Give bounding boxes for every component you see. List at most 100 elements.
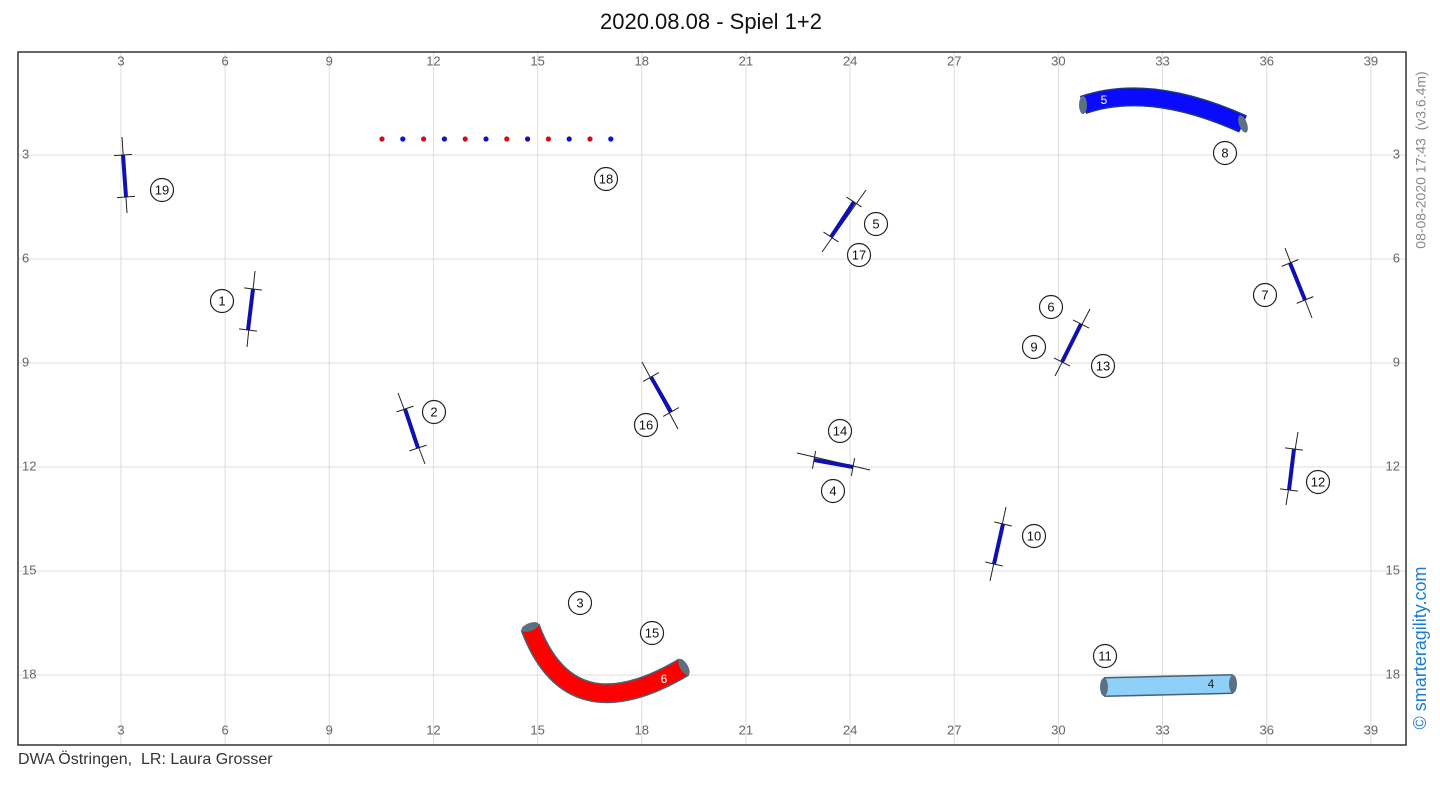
number-circle (567, 590, 593, 616)
number-circle (820, 478, 846, 504)
field-border (17, 51, 1407, 746)
weave-pole (483, 136, 489, 142)
jump-stand (396, 405, 414, 413)
number-circle (593, 166, 619, 192)
weave-pole (525, 136, 531, 142)
x-tick-label: 18 (635, 722, 649, 737)
number-circle (863, 211, 889, 237)
jump (1280, 431, 1303, 506)
jump-stand (239, 328, 257, 332)
jump-bar (1060, 323, 1083, 363)
x-tick-label: 21 (739, 722, 753, 737)
y-tick-label: 9 (22, 354, 29, 369)
jump (821, 189, 867, 253)
number-circle (1305, 469, 1331, 495)
jump-stand (1280, 488, 1298, 492)
x-tick-label: 24 (843, 722, 857, 737)
jump-bar (829, 200, 856, 239)
y-tick-label: 12 (22, 458, 36, 473)
jump-stand (244, 287, 262, 291)
number-circle (209, 288, 235, 314)
sequence-number: 13 (1090, 353, 1116, 379)
sequence-number: 5 (863, 211, 889, 237)
weave-pole (504, 136, 510, 142)
number-label: 2 (430, 404, 437, 419)
jump-stand (409, 444, 427, 452)
tunnel-end (521, 622, 539, 632)
y-tick-label: 6 (1393, 250, 1400, 265)
tunnel-end (1229, 675, 1237, 693)
tunnel-label: 4 (1208, 677, 1215, 691)
y-tick-label: 9 (1393, 354, 1400, 369)
jump (985, 506, 1012, 582)
number-label: 17 (852, 247, 866, 262)
weave-pole (441, 136, 447, 142)
sequence-number: 19 (149, 177, 175, 203)
y-tick-label: 18 (22, 666, 36, 681)
jump-stand (985, 561, 1003, 567)
jump-wing-line (821, 189, 867, 253)
weave-pole (587, 136, 593, 142)
x-tick-label: 18 (635, 53, 649, 68)
x-tick-label: 33 (1155, 722, 1169, 737)
tunnel-body (522, 623, 689, 702)
number-circle (639, 620, 665, 646)
jump-stand (113, 153, 133, 157)
x-tick-label: 21 (739, 53, 753, 68)
jump (1053, 308, 1091, 377)
y-tick-label: 3 (22, 146, 29, 161)
number-label: 16 (639, 417, 653, 432)
copyright: © smarteragility.com (1410, 567, 1430, 730)
number-circle (846, 242, 872, 268)
x-tick-label: 9 (326, 53, 333, 68)
number-label: 9 (1030, 339, 1037, 354)
tunnel-body (1103, 675, 1234, 696)
jump-stand (662, 407, 680, 417)
jump-bar (403, 408, 420, 449)
weave-pole (608, 136, 614, 142)
sequence-number: 8 (1212, 140, 1238, 166)
number-circle (421, 399, 447, 425)
x-tick-label: 9 (326, 722, 333, 737)
x-tick-label: 12 (426, 722, 440, 737)
number-label: 10 (1027, 528, 1041, 543)
weave-pole (421, 136, 427, 142)
weave-pole (379, 136, 385, 142)
jump-stand (116, 195, 136, 199)
jump-stand (846, 196, 862, 208)
grid: 3366991212151518182121242427273030333336… (18, 52, 1406, 745)
footer: DWA Östringen, LR: Laura Grosser (18, 750, 273, 768)
sequence-number: 11 (1092, 643, 1118, 669)
weave-pole (462, 136, 468, 142)
jump-stand (1296, 296, 1314, 304)
x-tick-label: 36 (1259, 722, 1273, 737)
number-circle (633, 412, 659, 438)
sequence-number: 12 (1305, 469, 1331, 495)
number-label: 14 (833, 423, 847, 438)
sequence-number: 18 (593, 166, 619, 192)
sequence-number: 4 (820, 478, 846, 504)
x-tick-label: 12 (426, 53, 440, 68)
y-tick-label: 15 (1386, 562, 1400, 577)
x-tick-label: 39 (1364, 722, 1378, 737)
number-label: 11 (1098, 648, 1112, 663)
jump-stand (994, 521, 1012, 527)
jump (796, 451, 871, 476)
number-label: 6 (1047, 299, 1054, 314)
jump-stand (1072, 319, 1090, 329)
tunnel-label: 6 (661, 672, 668, 686)
x-tick-label: 24 (843, 53, 857, 68)
number-circle (1038, 294, 1064, 320)
number-circle (1021, 334, 1047, 360)
jump (239, 270, 262, 348)
number-label: 1 (218, 293, 225, 308)
jump-bar (813, 458, 854, 469)
sequence-number: 15 (639, 620, 665, 646)
jump (1281, 247, 1314, 319)
number-circle (1090, 353, 1116, 379)
sequence-number: 3 (567, 590, 593, 616)
jump-bar (992, 523, 1005, 565)
number-label: 19 (155, 182, 169, 197)
sequence-number: 2 (421, 399, 447, 425)
